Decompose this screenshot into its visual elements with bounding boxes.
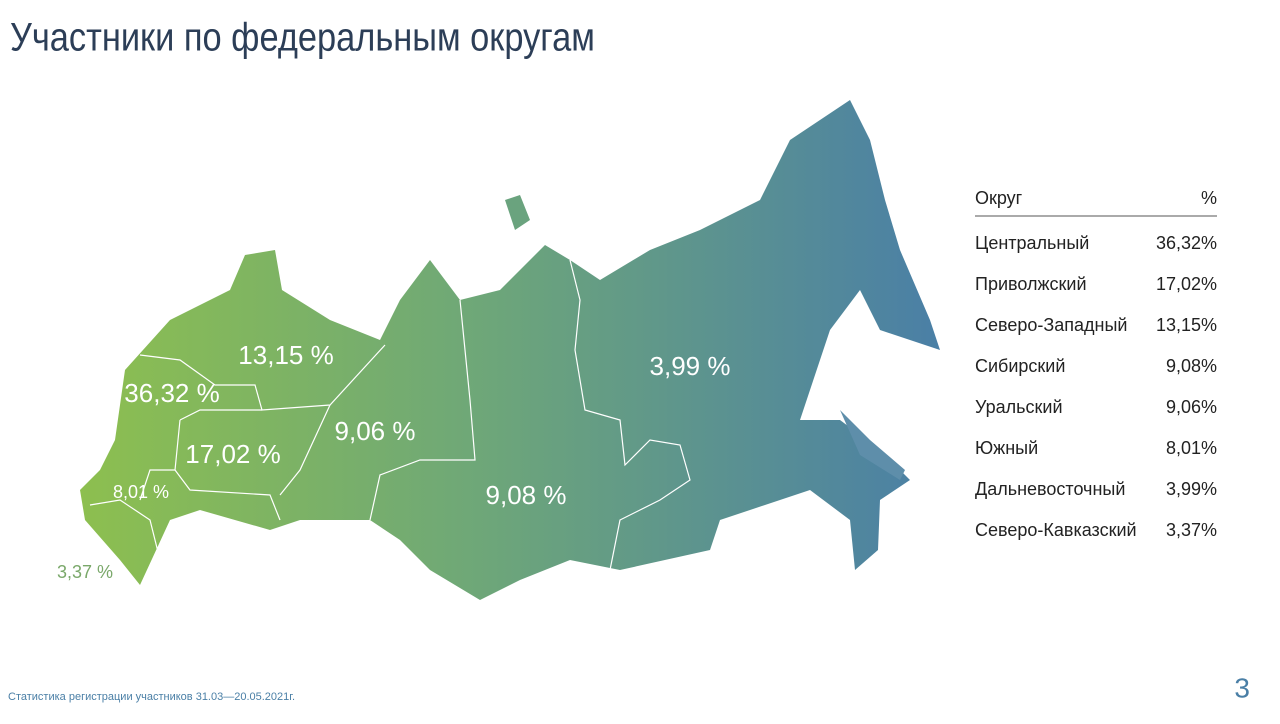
border xyxy=(89,499,161,561)
map-island xyxy=(840,410,905,480)
page-number: 3 xyxy=(1234,672,1250,703)
district-name: Сибирский xyxy=(975,356,1065,376)
border xyxy=(139,419,181,501)
district-share: 8,01% xyxy=(1166,438,1217,458)
border xyxy=(279,404,331,496)
map-label: 9,06 % xyxy=(335,416,416,446)
border xyxy=(179,409,262,421)
map-label: 3,37 % xyxy=(57,562,113,582)
table-header: Округ xyxy=(975,188,1023,208)
district-name: Дальневосточный xyxy=(975,479,1125,499)
district-borders xyxy=(89,259,691,571)
district-share: 9,08% xyxy=(1166,356,1217,376)
map-island xyxy=(505,195,530,230)
slide-title: Участники по федеральным округам xyxy=(10,14,595,59)
district-share: 17,02% xyxy=(1156,274,1217,294)
district-name: Южный xyxy=(975,438,1038,458)
district-name: Северо-Кавказский xyxy=(975,520,1137,540)
district-share: 36,32% xyxy=(1156,233,1217,253)
map-shape xyxy=(80,100,940,600)
border xyxy=(369,299,476,521)
district-name: Центральный xyxy=(975,233,1089,253)
district-name: Приволжский xyxy=(975,274,1087,294)
map-label: 8,01 % xyxy=(113,482,169,502)
district-share: 13,15% xyxy=(1156,315,1217,335)
map-label: 9,08 % xyxy=(486,480,567,510)
district-share: 3,37% xyxy=(1166,520,1217,540)
footer-note: Статистика регистрации участников 31.03—… xyxy=(8,691,295,703)
district-name: Северо-Западный xyxy=(975,315,1127,335)
border xyxy=(174,469,281,521)
district-share: 9,06% xyxy=(1166,397,1217,417)
table-header: % xyxy=(1201,188,1217,208)
district-name: Уральский xyxy=(975,397,1063,417)
border xyxy=(569,259,691,571)
map-label: 17,02 % xyxy=(185,439,280,469)
district-table: Округ % Центральный 36,32% Приволжский 17,0… xyxy=(975,188,1217,540)
map-label: 13,15 % xyxy=(238,340,333,370)
map-label: 36,32 % xyxy=(124,378,219,408)
map-label: 3,99 % xyxy=(650,351,731,381)
district-share: 3,99% xyxy=(1166,479,1217,499)
russia-map: 13,15 % 36,32 % 17,02 % 9,06 % 8,01 % 3,… xyxy=(57,100,940,600)
